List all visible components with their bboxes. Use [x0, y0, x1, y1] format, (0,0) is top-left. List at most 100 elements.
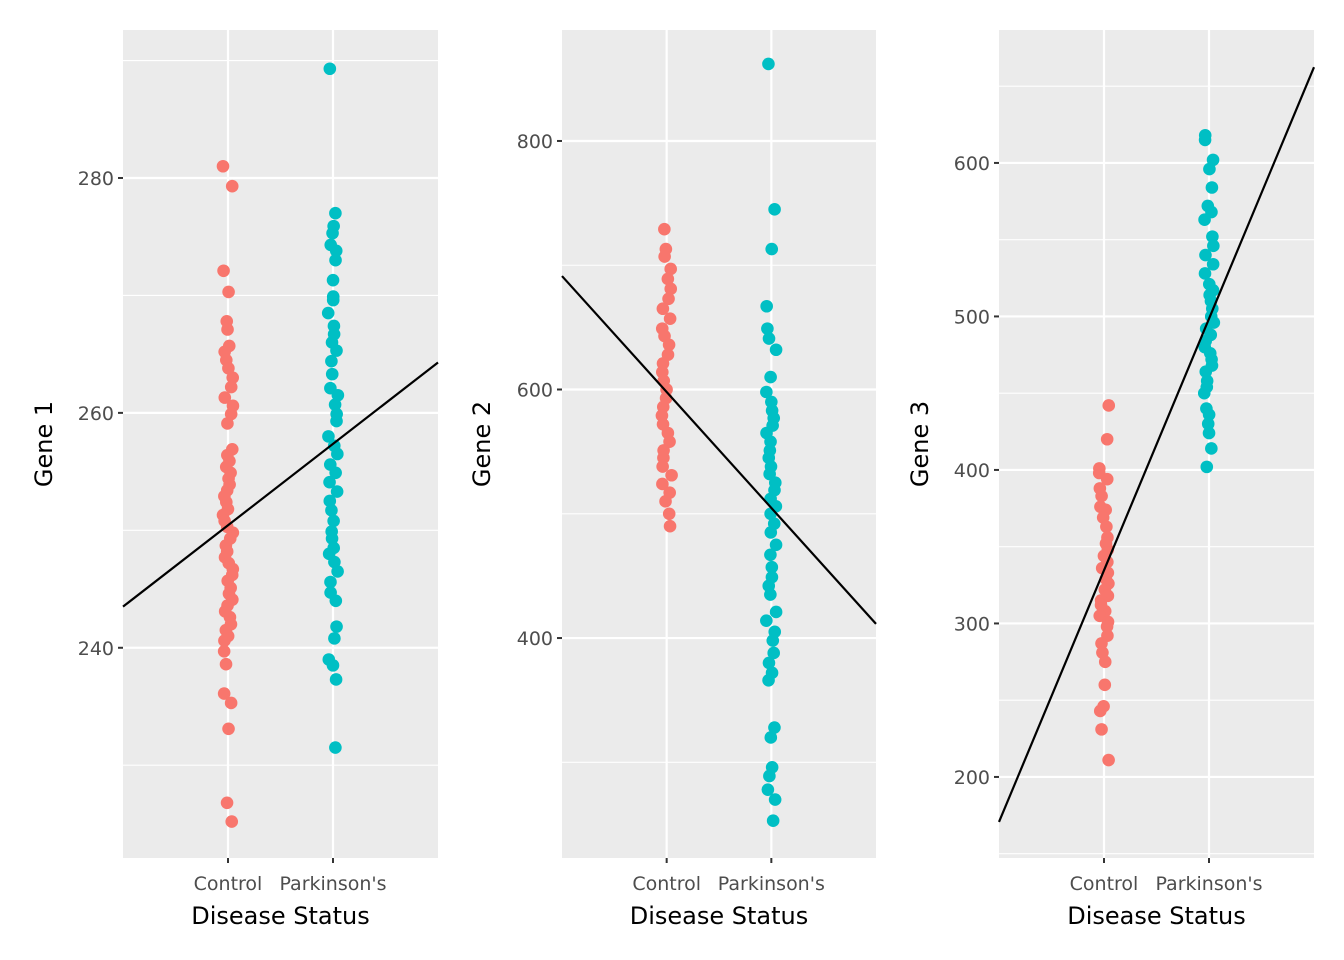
point-control — [664, 282, 678, 296]
point-parkinsons — [1198, 267, 1212, 280]
point-control — [216, 159, 230, 173]
x-axis-title: Disease Status — [191, 902, 370, 930]
point-control — [222, 285, 235, 299]
point-parkinsons — [761, 783, 775, 796]
point-control — [661, 272, 675, 286]
minor-gridlines — [999, 85, 1314, 855]
point-control — [1098, 678, 1112, 692]
point-parkinsons — [760, 299, 773, 313]
x-axis-ticks: Control Parkinson's — [194, 858, 387, 895]
point-parkinsons — [764, 548, 777, 562]
point-control — [1098, 655, 1112, 669]
point-parkinsons — [1198, 213, 1211, 227]
point-parkinsons — [326, 273, 340, 287]
point-parkinsons — [769, 538, 783, 552]
y-tick-label: 400 — [954, 460, 990, 482]
point-parkinsons — [765, 560, 779, 574]
y-tick-label: 240 — [78, 638, 114, 660]
point-parkinsons — [768, 793, 782, 806]
point-parkinsons — [329, 673, 343, 686]
point-parkinsons — [1199, 248, 1212, 262]
point-control — [1102, 399, 1116, 412]
point-control — [222, 361, 235, 375]
point-parkinsons — [1198, 133, 1212, 147]
point-control — [218, 634, 231, 648]
y-tick-label: 800 — [517, 131, 553, 153]
point-parkinsons — [764, 370, 777, 384]
point-control — [226, 371, 240, 384]
minor-gridlines — [562, 264, 876, 763]
y-axis-title: Gene 1 — [30, 401, 58, 487]
point-control — [656, 460, 669, 473]
point-control — [664, 262, 677, 276]
point-control — [1095, 489, 1108, 503]
point-control — [1100, 620, 1114, 633]
x-axis-ticks: Control Parkinson's — [632, 858, 825, 895]
point-parkinsons — [762, 673, 775, 687]
point-parkinsons — [769, 343, 783, 357]
point-parkinsons — [1202, 426, 1216, 440]
point-parkinsons — [329, 594, 343, 608]
point-parkinsons — [331, 447, 344, 461]
point-parkinsons — [323, 475, 336, 489]
point-parkinsons — [326, 226, 339, 240]
point-control — [220, 796, 234, 810]
y-tick-label: 600 — [954, 153, 990, 175]
point-control — [224, 696, 238, 710]
y-axis-ticks: 400 600 800 — [517, 131, 562, 650]
y-tick-label: 400 — [517, 628, 553, 650]
point-parkinsons — [764, 588, 777, 601]
y-axis-title: Gene 2 — [468, 401, 496, 487]
point-control — [1095, 723, 1108, 736]
point-parkinsons — [764, 526, 778, 539]
point-control — [1102, 753, 1115, 767]
y-axis-ticks: 240 260 280 — [78, 168, 123, 660]
regression-line — [561, 275, 877, 625]
point-control — [658, 250, 671, 263]
point-control — [656, 302, 670, 316]
x-tick-label: Parkinson's — [279, 873, 386, 895]
point-parkinsons — [1207, 239, 1220, 253]
point-parkinsons — [326, 293, 340, 307]
point-parkinsons — [1202, 408, 1216, 421]
minor-gridlines — [123, 59, 438, 766]
point-parkinsons — [769, 605, 783, 619]
point-control — [225, 815, 239, 828]
x-axis-title: Disease Status — [630, 902, 809, 930]
point-control — [662, 292, 675, 306]
point-parkinsons — [325, 367, 339, 381]
point-control — [662, 507, 676, 521]
point-parkinsons — [762, 57, 775, 71]
point-control — [1100, 432, 1114, 446]
point-parkinsons — [1199, 365, 1213, 378]
panel-background — [562, 30, 876, 858]
point-control — [659, 495, 672, 508]
point-parkinsons — [323, 62, 337, 76]
y-tick-label: 280 — [78, 168, 114, 190]
point-parkinsons — [323, 494, 337, 508]
point-parkinsons — [330, 414, 343, 428]
point-parkinsons — [1205, 181, 1219, 194]
y-axis-ticks: 200 300 400 500 600 — [954, 153, 999, 789]
point-control — [1093, 704, 1107, 718]
point-parkinsons — [762, 656, 776, 670]
y-tick-label: 600 — [517, 380, 553, 402]
point-parkinsons — [325, 504, 338, 517]
x-tick-label: Control — [1070, 873, 1139, 895]
point-control — [218, 391, 232, 404]
point-parkinsons — [762, 332, 776, 345]
point-parkinsons — [761, 322, 774, 335]
point-parkinsons — [766, 814, 780, 828]
point-parkinsons — [1206, 230, 1219, 243]
point-parkinsons — [765, 242, 779, 256]
point-control — [663, 519, 677, 533]
point-control — [221, 417, 234, 430]
x-tick-label: Control — [194, 873, 263, 895]
point-parkinsons — [764, 731, 778, 744]
point-parkinsons — [1200, 460, 1214, 474]
point-parkinsons — [760, 385, 773, 399]
point-parkinsons — [328, 632, 341, 645]
y-tick-label: 500 — [954, 306, 990, 328]
x-axis-ticks: Control Parkinson's — [1070, 858, 1263, 895]
panel-gene-2: 400 600 800 Control Parkinson's Gene 2 Dise… — [468, 30, 877, 930]
